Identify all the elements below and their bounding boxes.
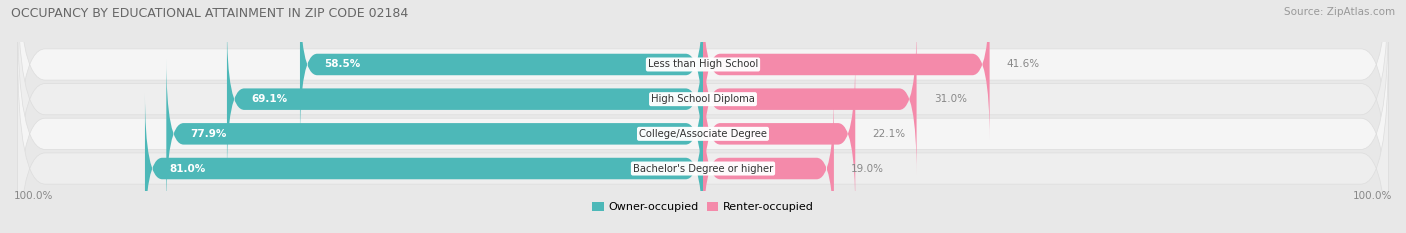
Text: Less than High School: Less than High School	[648, 59, 758, 69]
Text: OCCUPANCY BY EDUCATIONAL ATTAINMENT IN ZIP CODE 02184: OCCUPANCY BY EDUCATIONAL ATTAINMENT IN Z…	[11, 7, 409, 20]
Text: Bachelor's Degree or higher: Bachelor's Degree or higher	[633, 164, 773, 174]
Text: 22.1%: 22.1%	[873, 129, 905, 139]
Text: College/Associate Degree: College/Associate Degree	[638, 129, 768, 139]
Text: 100.0%: 100.0%	[1353, 191, 1392, 201]
FancyBboxPatch shape	[703, 0, 990, 140]
FancyBboxPatch shape	[703, 23, 917, 175]
Text: 19.0%: 19.0%	[851, 164, 884, 174]
Text: 41.6%: 41.6%	[1007, 59, 1040, 69]
FancyBboxPatch shape	[17, 45, 1389, 233]
FancyBboxPatch shape	[17, 0, 1389, 222]
FancyBboxPatch shape	[145, 93, 703, 233]
Text: High School Diploma: High School Diploma	[651, 94, 755, 104]
FancyBboxPatch shape	[226, 23, 703, 175]
FancyBboxPatch shape	[703, 93, 834, 233]
FancyBboxPatch shape	[299, 0, 703, 140]
Text: Source: ZipAtlas.com: Source: ZipAtlas.com	[1284, 7, 1395, 17]
Text: 58.5%: 58.5%	[323, 59, 360, 69]
Text: 77.9%: 77.9%	[190, 129, 226, 139]
FancyBboxPatch shape	[17, 11, 1389, 233]
Text: 31.0%: 31.0%	[934, 94, 967, 104]
FancyBboxPatch shape	[17, 0, 1389, 188]
Text: 100.0%: 100.0%	[14, 191, 53, 201]
Legend: Owner-occupied, Renter-occupied: Owner-occupied, Renter-occupied	[592, 202, 814, 212]
Text: 69.1%: 69.1%	[252, 94, 287, 104]
FancyBboxPatch shape	[166, 58, 703, 210]
FancyBboxPatch shape	[703, 58, 855, 210]
Text: 81.0%: 81.0%	[169, 164, 205, 174]
